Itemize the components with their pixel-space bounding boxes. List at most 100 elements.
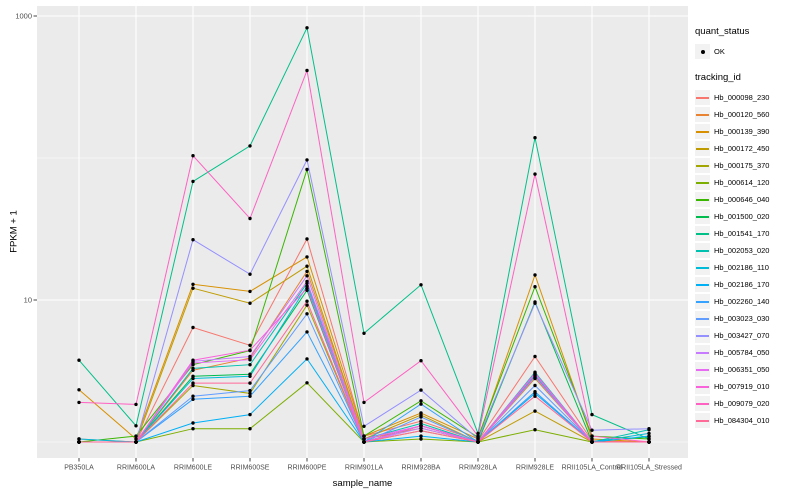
data-point — [248, 427, 252, 431]
legend-item-label: Hb_000175_370 — [714, 161, 770, 170]
data-point — [305, 274, 309, 278]
data-point — [362, 424, 366, 428]
data-point — [647, 440, 651, 444]
data-point — [533, 390, 537, 394]
legend-item-tracking: Hb_000175_370 — [695, 157, 799, 174]
data-point — [476, 437, 480, 441]
legend-item-label: Hb_000098_230 — [714, 93, 770, 102]
data-point — [419, 415, 423, 419]
legend-key-box — [695, 209, 710, 224]
data-point — [77, 358, 81, 362]
data-point — [248, 412, 252, 417]
data-point — [590, 434, 594, 438]
legend-item-tracking: Hb_001500_020 — [695, 208, 799, 225]
x-tick-label: RRIM600PE — [288, 465, 327, 472]
data-point — [305, 68, 309, 73]
legend-line-swatch-icon — [696, 131, 709, 133]
legend-line-swatch-icon — [696, 165, 709, 167]
data-point — [191, 325, 195, 330]
data-point — [647, 427, 651, 431]
data-point — [191, 361, 195, 365]
data-point — [248, 144, 252, 148]
data-point — [533, 394, 537, 398]
data-point — [191, 397, 195, 401]
data-point — [590, 437, 594, 441]
data-point — [362, 331, 366, 335]
legend-item-label: Hb_009079_020 — [714, 399, 770, 408]
data-point — [248, 289, 252, 294]
data-point — [362, 400, 366, 405]
data-point — [191, 358, 195, 362]
data-point — [533, 354, 537, 359]
legend-item-label: Hb_001500_020 — [714, 212, 770, 221]
legend-key-box — [695, 362, 710, 377]
x-tick-label: RRIM928BA — [402, 465, 441, 472]
legend-line-swatch-icon — [696, 301, 709, 303]
legend-item-tracking: Hb_000139_390 — [695, 123, 799, 140]
data-point — [647, 434, 651, 438]
legend-line-swatch-icon — [696, 250, 709, 252]
x-tick-label: PB350LA — [64, 465, 94, 472]
data-point — [476, 440, 480, 444]
data-point — [647, 437, 651, 441]
legend-line-swatch-icon — [696, 216, 709, 218]
data-point — [533, 273, 537, 277]
legend-line-swatch-icon — [696, 420, 709, 422]
legend-line-swatch-icon — [696, 352, 709, 354]
x-tick-label: RRIM600LE — [174, 465, 212, 472]
data-point — [590, 412, 594, 417]
legend-item-tracking: Hb_000120_560 — [695, 106, 799, 123]
legend-key-box — [695, 294, 710, 309]
data-point — [305, 299, 309, 303]
legend-title-tracking-id: tracking_id — [695, 72, 741, 83]
data-point — [134, 437, 138, 441]
data-point — [191, 282, 195, 286]
data-point — [305, 255, 309, 259]
legend-item-tracking: Hb_002053_020 — [695, 242, 799, 259]
legend-key-box — [695, 243, 710, 258]
data-point — [305, 330, 309, 334]
data-point — [248, 216, 252, 221]
data-point — [533, 383, 537, 388]
legend-item-label: Hb_000139_390 — [714, 127, 770, 136]
y-tick-label: 10 — [24, 296, 32, 305]
data-point — [248, 363, 252, 367]
legend-item-label: Hb_002053_020 — [714, 246, 770, 255]
legend-item-label: Hb_001541_170 — [714, 229, 770, 238]
data-point — [476, 431, 480, 436]
chart-canvas: PB350LA RRIM600LA RRIM600LE RRIM600SE RRIM60… — [15, 6, 688, 472]
data-point — [248, 358, 252, 362]
data-point — [305, 286, 309, 290]
data-point — [191, 394, 195, 398]
legend-line-swatch-icon — [696, 97, 709, 99]
data-point — [305, 264, 309, 268]
legend-item-label: Hb_003023_030 — [714, 314, 770, 323]
legend-item-tracking: Hb_002186_110 — [695, 259, 799, 276]
legend-item-label: Hb_006351_050 — [714, 365, 770, 374]
data-point — [305, 381, 309, 385]
data-point — [533, 285, 537, 289]
y-tick-label: 1000 — [15, 12, 32, 21]
data-point — [191, 381, 195, 385]
legend-item-tracking: Hb_002186_170 — [695, 276, 799, 293]
data-point — [77, 440, 81, 444]
legend-item-label: Hb_007919_010 — [714, 382, 770, 391]
x-tick-label: RRIM928LE — [516, 465, 554, 472]
legend-key-box — [695, 260, 710, 275]
data-point — [533, 428, 537, 432]
data-point — [305, 303, 309, 307]
data-point — [362, 434, 366, 438]
legend-line-swatch-icon — [696, 335, 709, 337]
data-point — [248, 343, 252, 347]
data-point — [77, 400, 81, 405]
data-point — [305, 312, 309, 316]
data-point — [248, 374, 252, 378]
legend-item-label: OK — [714, 47, 725, 56]
legend-item-tracking: Hb_000098_230 — [695, 89, 799, 106]
data-point — [248, 301, 252, 305]
data-point — [305, 269, 309, 274]
legend-line-swatch-icon — [696, 148, 709, 150]
legend-item-tracking: Hb_000646_040 — [695, 191, 799, 208]
legend-tracking-items: Hb_000098_230 Hb_000120_560 Hb_000139_390 H… — [695, 89, 799, 429]
data-point — [419, 426, 423, 430]
